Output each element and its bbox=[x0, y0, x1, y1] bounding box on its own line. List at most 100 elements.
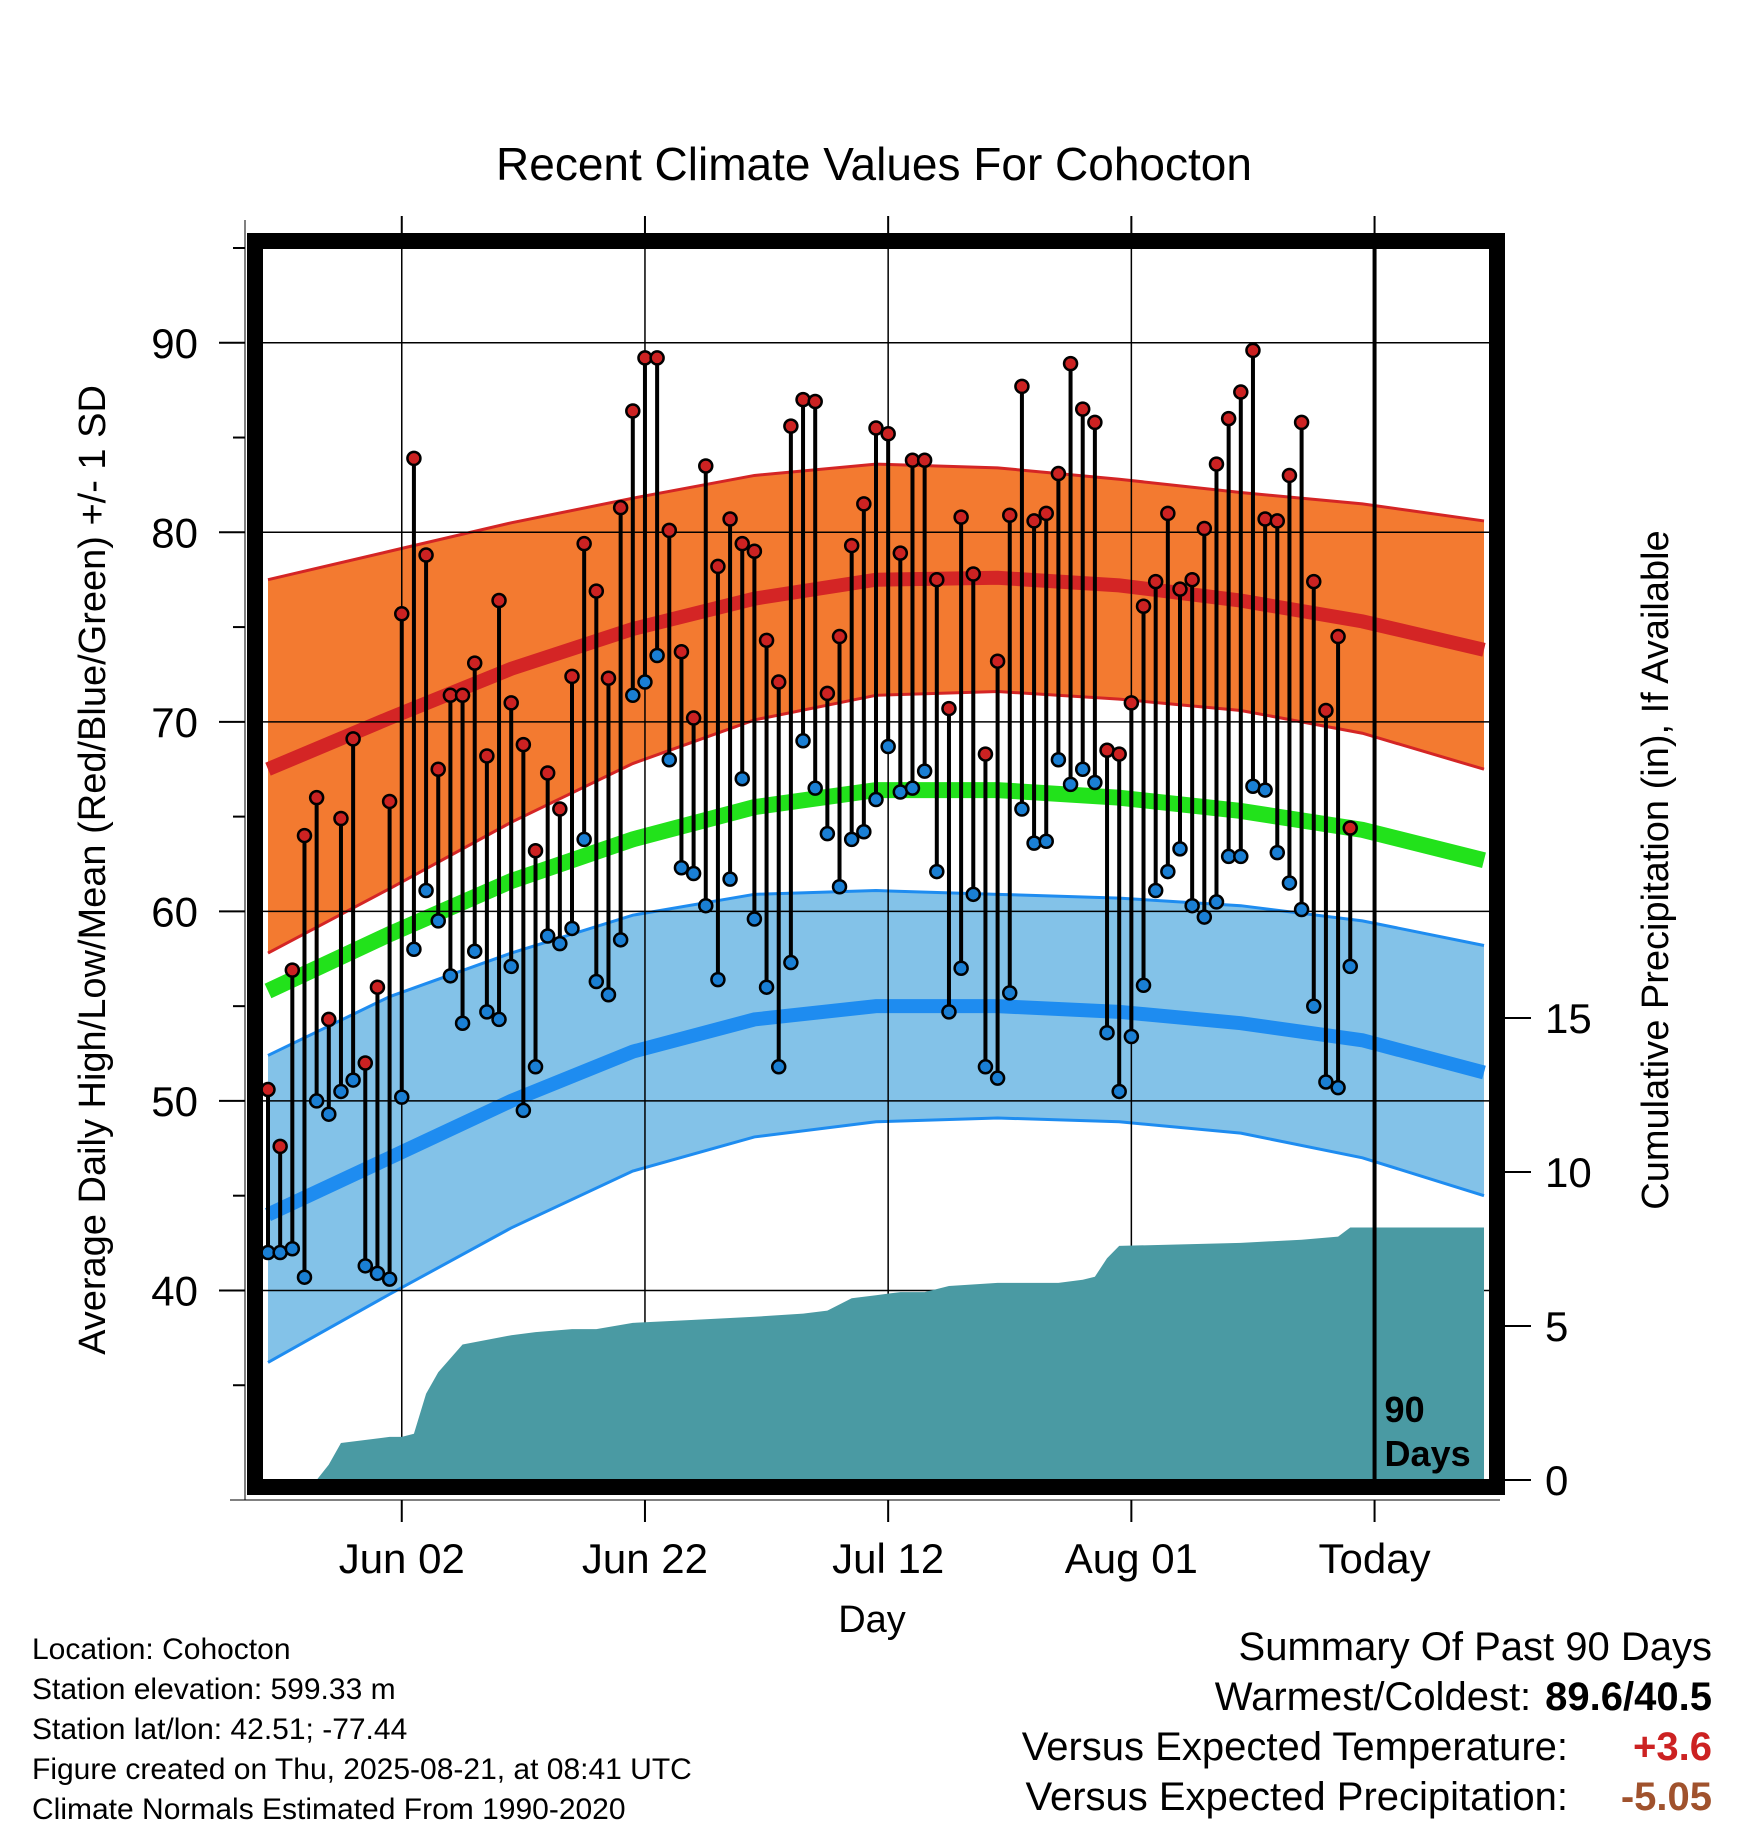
daily-low-point bbox=[831, 878, 848, 895]
daily-high-point bbox=[856, 496, 872, 512]
daily-low-point bbox=[1135, 977, 1152, 994]
daily-low-point bbox=[612, 932, 629, 948]
summary-precip: Versus Expected Precipitation: -5.05 bbox=[1022, 1772, 1712, 1822]
daily-low-point bbox=[807, 780, 823, 796]
daily-high-point bbox=[369, 979, 386, 995]
daily-low-point bbox=[783, 954, 799, 971]
daily-high-point bbox=[479, 748, 495, 764]
chart-title: Recent Climate Values For Cohocton bbox=[496, 138, 1252, 190]
daily-low-point bbox=[868, 791, 884, 808]
daily-high-point bbox=[892, 545, 909, 561]
summary-temp: Versus Expected Temperature: +3.6 bbox=[1022, 1722, 1712, 1772]
daily-low-point bbox=[369, 1265, 386, 1282]
daily-low-point bbox=[345, 1072, 361, 1088]
daily-high-point bbox=[989, 653, 1006, 669]
daily-high-point bbox=[406, 450, 422, 467]
daily-low-point bbox=[552, 935, 568, 952]
y2-tick-label: 5 bbox=[1545, 1303, 1568, 1350]
daily-high-point bbox=[880, 425, 896, 442]
axes: 40 50 60 70 80 90 0 5 10 15 Jun 02 Jun 22 Jul 12 Aug … bbox=[151, 216, 1592, 1582]
daily-low-point bbox=[503, 958, 519, 975]
warm-cold-label: Warmest/Coldest: bbox=[1214, 1675, 1532, 1719]
daily-high-point bbox=[710, 558, 726, 575]
y2-tick-label: 0 bbox=[1545, 1457, 1568, 1504]
info-latlon: Station lat/lon: 42.51; -77.44 bbox=[32, 1713, 408, 1746]
daily-low-point bbox=[1293, 901, 1310, 918]
daily-high-point bbox=[612, 499, 629, 516]
daily-low-point bbox=[442, 968, 459, 984]
daily-low-point bbox=[381, 1271, 398, 1287]
daily-low-point bbox=[904, 780, 921, 796]
daily-high-point bbox=[819, 685, 836, 702]
daily-high-point bbox=[418, 547, 434, 563]
daily-high-point bbox=[831, 628, 848, 645]
daily-low-point bbox=[321, 1106, 337, 1122]
daily-low-point bbox=[588, 973, 605, 990]
y-tick-label: 90 bbox=[151, 320, 198, 367]
daily-high-point bbox=[539, 765, 556, 781]
daily-low-point bbox=[296, 1269, 313, 1285]
daily-low-point bbox=[685, 865, 702, 882]
daily-high-point bbox=[807, 393, 823, 410]
daily-high-point bbox=[1330, 628, 1346, 645]
daily-high-point bbox=[1160, 505, 1176, 522]
daily-high-point bbox=[515, 736, 532, 753]
x-tick-label: Jul 12 bbox=[832, 1535, 944, 1582]
daily-low-point bbox=[710, 971, 726, 988]
daily-low-point bbox=[1196, 909, 1213, 925]
y2-tick-label: 10 bbox=[1545, 1149, 1592, 1196]
daily-high-point bbox=[284, 962, 301, 978]
daily-high-point bbox=[673, 643, 690, 660]
daily-low-point bbox=[965, 886, 982, 903]
daily-low-point bbox=[1233, 848, 1249, 865]
daily-low-point bbox=[1050, 752, 1067, 768]
daily-low-point bbox=[1318, 1074, 1334, 1090]
daily-low-point bbox=[1184, 897, 1200, 914]
daily-low-point bbox=[1147, 882, 1164, 899]
daily-high-point bbox=[1220, 410, 1237, 427]
info-elevation: Station elevation: 599.33 m bbox=[32, 1673, 396, 1706]
daily-high-point bbox=[394, 606, 410, 622]
daily-low-point bbox=[430, 913, 446, 929]
daily-high-point bbox=[357, 1055, 374, 1071]
daily-low-point bbox=[515, 1102, 532, 1119]
warm-cold-value: 89.6/40.5 bbox=[1545, 1675, 1712, 1719]
y-tick-label: 50 bbox=[151, 1078, 198, 1125]
daily-low-point bbox=[1014, 801, 1030, 817]
info-normals: Climate Normals Estimated From 1990-2020 bbox=[32, 1793, 626, 1826]
daily-high-point bbox=[1257, 511, 1273, 527]
daily-high-point bbox=[795, 391, 811, 408]
daily-low-point bbox=[1026, 835, 1042, 851]
daily-low-point bbox=[357, 1258, 374, 1274]
daily-high-point bbox=[1196, 520, 1213, 537]
summary-warm-cold: Warmest/Coldest: 89.6/40.5 bbox=[1022, 1672, 1712, 1722]
daily-high-point bbox=[527, 842, 544, 859]
daily-high-point bbox=[1026, 513, 1042, 529]
daily-high-point bbox=[1074, 401, 1091, 417]
daily-low-point bbox=[1062, 776, 1079, 793]
daily-low-point bbox=[539, 928, 556, 944]
daily-high-point bbox=[272, 1138, 288, 1155]
daily-high-point bbox=[698, 458, 714, 474]
daily-high-point bbox=[1135, 598, 1152, 614]
daily-high-point bbox=[1002, 507, 1018, 523]
daily-low-point bbox=[698, 897, 714, 914]
daily-high-point bbox=[503, 695, 519, 711]
daily-low-point bbox=[1099, 1024, 1115, 1041]
summary-heading: Summary Of Past 90 Days bbox=[1238, 1625, 1712, 1669]
daily-high-point bbox=[722, 511, 738, 527]
daily-high-point bbox=[734, 535, 750, 552]
daily-high-point bbox=[965, 566, 982, 582]
daily-low-point bbox=[600, 987, 617, 1003]
daily-low-point bbox=[333, 1083, 349, 1100]
daily-low-point bbox=[1172, 841, 1188, 857]
daily-low-point bbox=[770, 1059, 787, 1075]
daily-low-point bbox=[564, 920, 580, 937]
x-tick-label: Aug 01 bbox=[1065, 1535, 1198, 1582]
y-tick-label: 40 bbox=[151, 1267, 198, 1314]
daily-high-point bbox=[1318, 702, 1334, 719]
daily-high-point bbox=[868, 420, 884, 436]
daily-high-point bbox=[941, 700, 957, 717]
daily-high-point bbox=[576, 535, 592, 552]
